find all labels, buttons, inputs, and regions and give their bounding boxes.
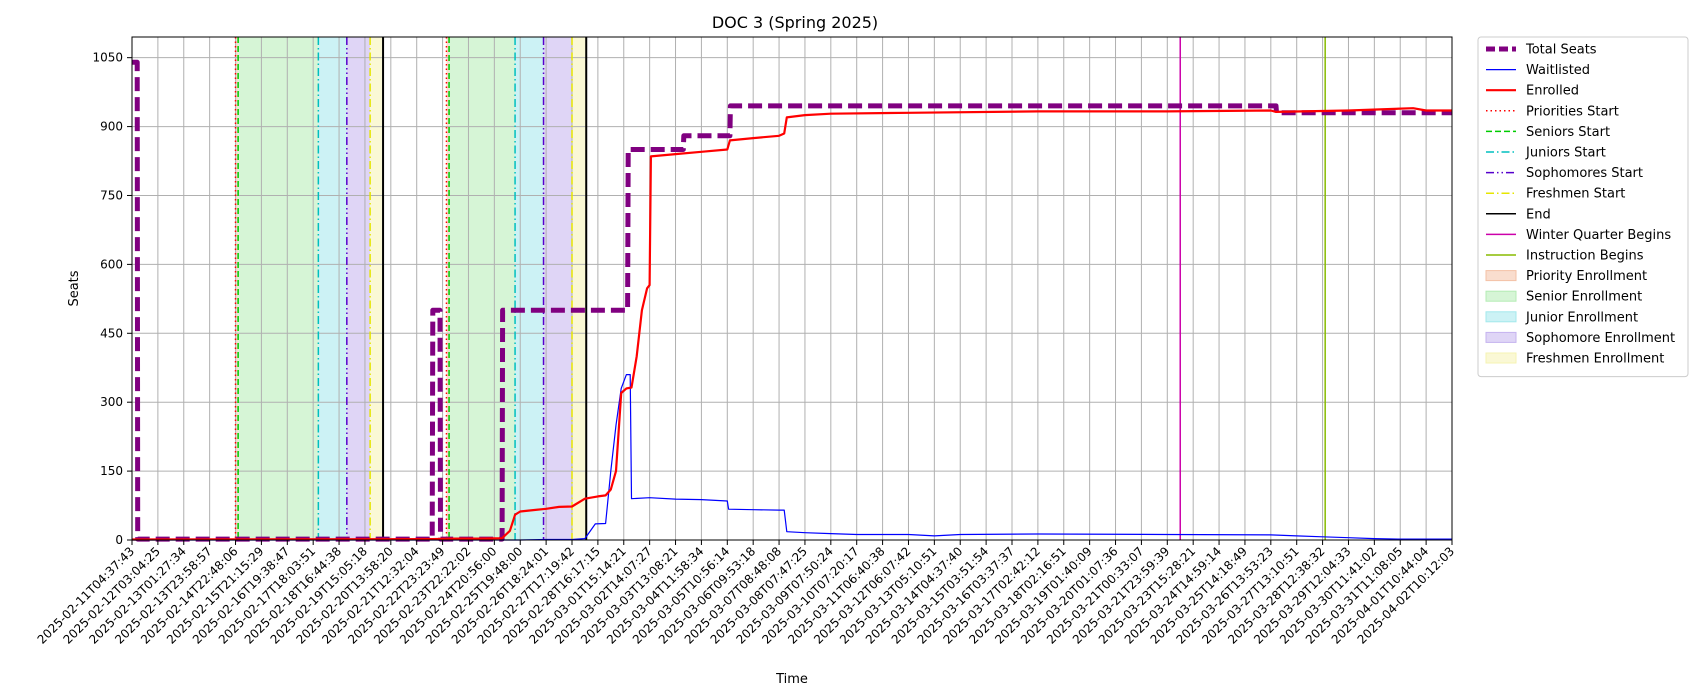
series-waitlisted [132, 374, 1452, 541]
legend-label-instruction-begins: Instruction Begins [1526, 249, 1644, 264]
band-senior-enrollment-1 [449, 37, 516, 540]
legend-label-priority-enrollment: Priority Enrollment [1526, 269, 1647, 284]
series-lines [131, 59, 1452, 542]
y-tick-label: 0 [115, 533, 123, 547]
legend-swatch-freshmen-enrollment [1485, 352, 1517, 364]
y-tick-label: 1050 [92, 51, 123, 65]
legend-swatch-sophomore-enrollment [1485, 331, 1517, 343]
y-tick-label: 900 [100, 120, 123, 134]
legend: Total Seats Waitlisted Enrolled Priorities … [1477, 36, 1689, 378]
band-senior-enrollment-0 [238, 37, 319, 540]
legend-label-juniors-start: Juniors Start [1525, 146, 1606, 161]
y-tick-label: 600 [100, 257, 123, 271]
period-markers [234, 37, 1326, 540]
legend-swatch-priority-enrollment [1485, 270, 1517, 282]
y-tick-label: 750 [100, 188, 123, 202]
legend-label-end: End [1526, 207, 1551, 222]
y-tick-label: 450 [100, 326, 123, 340]
enrollment-bands [235, 37, 587, 540]
legend-label-enrolled: Enrolled [1526, 84, 1579, 99]
legend-label-junior-enrollment: Junior Enrollment [1525, 310, 1638, 325]
band-junior-enrollment-0 [318, 37, 347, 540]
series-enrolled [131, 107, 1452, 541]
legend-label-freshmen-enrollment: Freshmen Enrollment [1526, 352, 1664, 367]
band-priority-enrollment-0 [235, 37, 239, 540]
band-freshmen-enrollment-1 [572, 37, 587, 540]
legend-label-sophomore-enrollment: Sophomore Enrollment [1526, 331, 1675, 346]
y-axis: 0 150 300 450 600 750 900 1050 [92, 51, 132, 547]
legend-label-winter-quarter-begins: Winter Quarter Begins [1526, 228, 1671, 243]
y-axis-label: Seats [67, 270, 82, 306]
legend-swatch-senior-enrollment [1485, 290, 1517, 302]
legend-label-freshmen-start: Freshmen Start [1526, 187, 1625, 202]
legend-swatch-junior-enrollment [1485, 311, 1517, 323]
y-tick-label: 150 [100, 464, 123, 478]
band-junior-enrollment-1 [515, 37, 544, 540]
chart-title: DOC 3 (Spring 2025) [712, 13, 878, 32]
legend-label-seniors-start: Seniors Start [1526, 125, 1610, 140]
plot-frame [131, 36, 1453, 541]
band-sophomore-enrollment-1 [543, 37, 572, 540]
y-tick-label: 300 [100, 395, 123, 409]
legend-label-waitlisted: Waitlisted [1526, 63, 1590, 78]
band-sophomore-enrollment-0 [346, 37, 371, 540]
legend-label-total-seats: Total Seats [1525, 43, 1597, 58]
band-priority-enrollment-1 [446, 37, 450, 540]
band-freshmen-enrollment-0 [370, 37, 384, 540]
legend-label-sophomores-start: Sophomores Start [1526, 166, 1643, 181]
legend-label-priorities-start: Priorities Start [1526, 104, 1619, 119]
legend-label-senior-enrollment: Senior Enrollment [1526, 290, 1642, 305]
x-axis: 2025-02-11T04:37:432025-02-12T03:04:2520… [35, 540, 1457, 647]
legend-frame [1477, 36, 1689, 378]
x-axis-label: Time [775, 672, 808, 687]
